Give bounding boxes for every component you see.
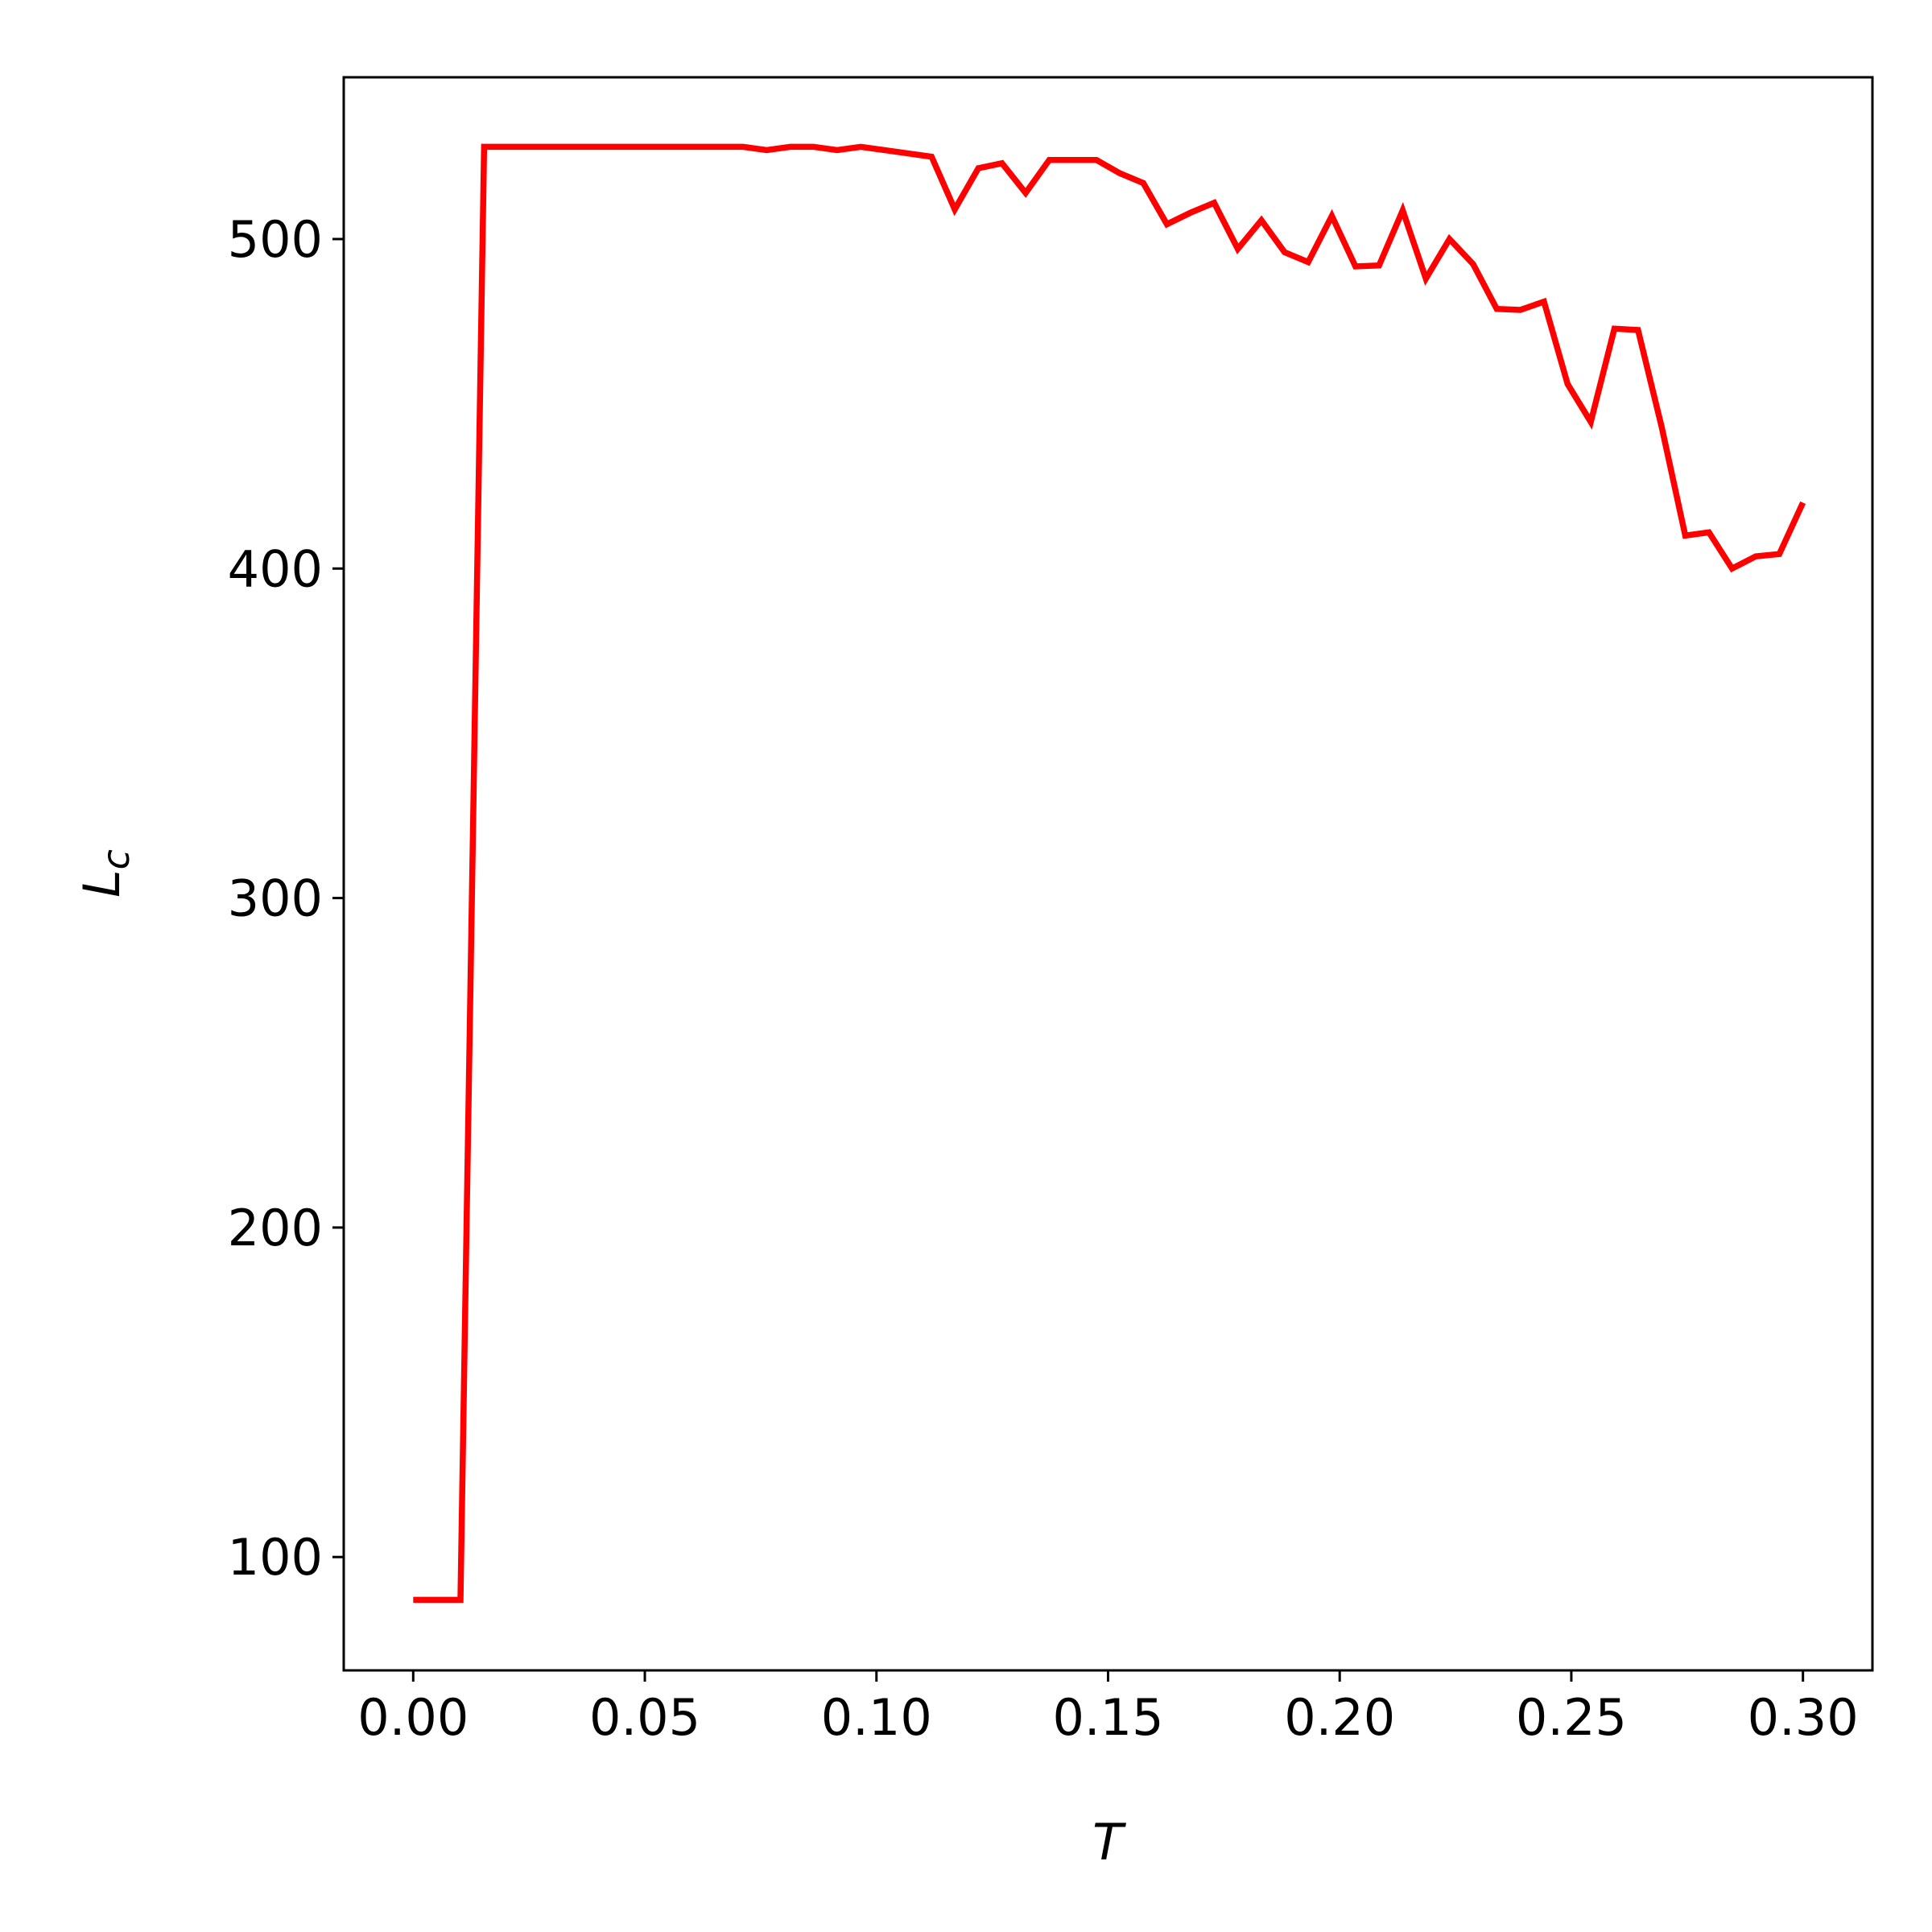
x-tick-label: 0.05 <box>589 1688 700 1747</box>
x-tick-label: 0.20 <box>1284 1688 1395 1747</box>
x-axis-label: T <box>1092 1813 1126 1872</box>
x-tick-label: 0.00 <box>357 1688 469 1747</box>
x-tick-label: 0.25 <box>1516 1688 1627 1747</box>
y-tick-label: 100 <box>228 1528 323 1587</box>
axes-frame <box>342 76 1874 1672</box>
y-tick-label: 300 <box>228 869 323 928</box>
y-tick-label: 400 <box>228 539 323 598</box>
x-tick-label: 0.30 <box>1748 1688 1859 1747</box>
x-tick-label: 0.10 <box>821 1688 932 1747</box>
y-tick-label: 200 <box>228 1199 323 1257</box>
y-axis-label-sub: c <box>94 849 138 869</box>
x-tick-label: 0.15 <box>1052 1688 1163 1747</box>
data-line <box>413 143 1806 1604</box>
y-axis-label: Lc <box>72 849 138 898</box>
y-axis-label-main: L <box>72 869 131 898</box>
y-tick-label: 500 <box>228 210 323 269</box>
